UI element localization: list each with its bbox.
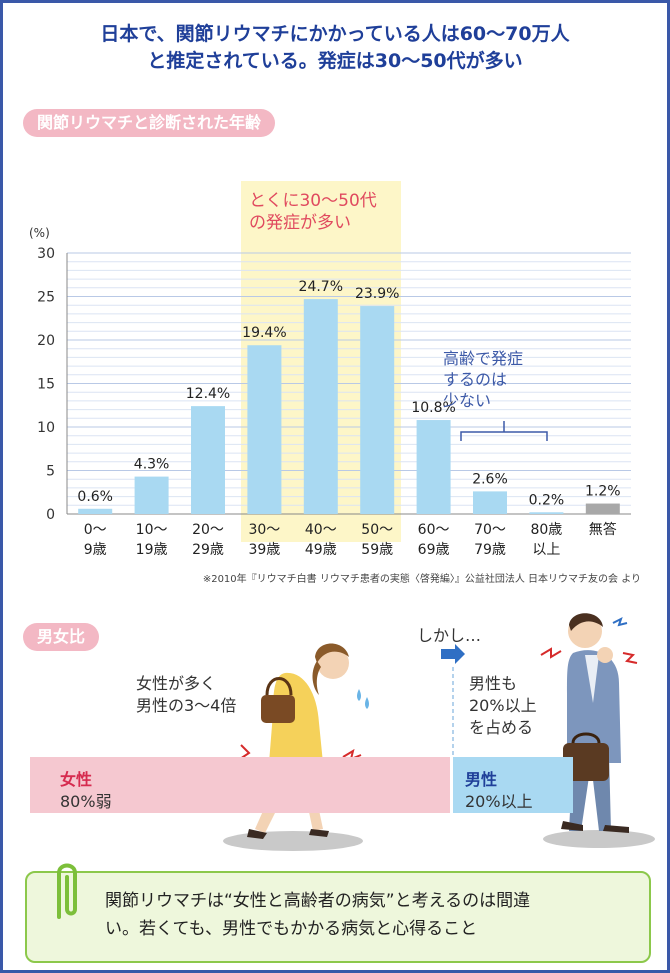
bar: [134, 476, 169, 514]
y-tick-label: 10: [37, 420, 55, 436]
male-note: 男性も 20%以上 を占める: [469, 673, 537, 739]
elderly-note: 高齢で発症 するのは 少ない: [443, 348, 523, 411]
x-tick-label: 20～: [192, 522, 224, 538]
section-title-gender: 男女比: [23, 623, 100, 651]
x-tick-label: 以上: [532, 542, 560, 558]
bar: [247, 345, 282, 514]
headline-line1: 日本で、関節リウマチにかかっている人は60～70万人: [100, 23, 570, 45]
male-note-line3: を占める: [469, 718, 534, 737]
bar: [529, 512, 564, 514]
y-tick-label: 20: [37, 333, 55, 349]
bar: [585, 503, 620, 514]
bar-value-label: 23.9%: [355, 286, 399, 302]
x-tick-label: 9歳: [84, 542, 107, 558]
bar: [78, 508, 113, 514]
x-tick-label: 30～: [248, 522, 280, 538]
female-note-line2: 男性の3～4倍: [136, 696, 237, 715]
elderly-note-line2: するのは: [443, 370, 508, 389]
bar-value-label: 2.6%: [472, 471, 508, 487]
x-tick-label: 0～: [84, 522, 107, 538]
y-tick-label: 5: [46, 464, 55, 480]
male-share-bar: 男性 20%以上: [453, 757, 573, 813]
bar-value-label: 12.4%: [186, 386, 230, 402]
conclusion-text: 関節リウマチは“女性と高齢者の病気”と考えるのは間違 い。若くても、男性でもかか…: [105, 887, 530, 943]
x-tick-label: 40～: [305, 522, 337, 538]
female-share-bar: 女性 80%弱: [30, 757, 450, 813]
bar-value-label: 0.2%: [529, 492, 565, 508]
x-tick-label: 無答: [589, 521, 617, 538]
x-tick-label: 79歳: [474, 542, 506, 558]
y-tick-label: 25: [37, 290, 55, 306]
male-value: 20%以上: [465, 792, 533, 811]
y-axis-label: (%): [29, 226, 50, 240]
however-arrow-icon: [441, 644, 465, 755]
x-tick-label: 60～: [418, 522, 450, 538]
however-text: しかし…: [417, 626, 482, 645]
x-tick-label: 10～: [136, 522, 168, 538]
conclusion-line1: 関節リウマチは“女性と高齢者の病気”と考えるのは間違: [105, 891, 531, 911]
bar-value-label: 0.6%: [77, 489, 113, 505]
paperclip-icon: [57, 863, 77, 919]
x-tick-label: 70～: [474, 522, 506, 538]
elderly-note-line1: 高齢で発症: [443, 349, 524, 368]
female-value: 80%弱: [60, 792, 112, 811]
age-bar-chart: 0.6% 4.3% 12.4% 19.4% 24.7% 23.9% 10.8% 2.6% 0.2…: [29, 181, 631, 558]
x-tick-label: 19歳: [136, 542, 168, 558]
conclusion-box: 関節リウマチは“女性と高齢者の病気”と考えるのは間違 い。若くても、男性でもかか…: [25, 863, 651, 963]
bar: [416, 420, 451, 514]
bar: [360, 306, 395, 514]
bar-value-label: 1.2%: [585, 484, 621, 500]
highlight-line2: の発症が多い: [249, 213, 351, 233]
man-illustration-icon: [540, 613, 655, 848]
x-tick-label: 50～: [361, 522, 393, 538]
bar-value-label: 10.8%: [411, 400, 455, 416]
x-tick-label: 29歳: [192, 542, 224, 558]
bar-value-label: 24.7%: [299, 279, 343, 295]
x-tick-label: 69歳: [418, 542, 450, 558]
female-label: 女性: [60, 770, 93, 789]
x-tick-label: 39歳: [248, 542, 280, 558]
highlight-line1: とくに30～50代: [249, 191, 377, 211]
x-tick-label: 49歳: [305, 542, 337, 558]
highlight-label: とくに30～50代 の発症が多い: [249, 190, 377, 234]
bar: [473, 491, 507, 514]
headline-line2: と推定されている。発症は30～50代が多い: [147, 50, 523, 72]
elderly-bracket: [460, 421, 548, 441]
section-title-age: 関節リウマチと診断された年齢: [23, 109, 276, 137]
bar-value-label: 19.4%: [242, 325, 286, 341]
bar-value-label: 4.3%: [134, 457, 170, 473]
x-tick-label: 80歳: [530, 522, 562, 538]
bar: [191, 406, 225, 514]
female-note-line1: 女性が多く: [136, 674, 217, 693]
y-tick-label: 0: [46, 507, 55, 523]
woman-illustration-icon: [223, 643, 369, 851]
bar: [303, 299, 338, 514]
headline: 日本で、関節リウマチにかかっている人は60～70万人 と推定されている。発症は3…: [3, 21, 667, 75]
female-note: 女性が多く 男性の3～4倍: [136, 673, 236, 717]
male-label: 男性: [465, 770, 498, 789]
source-note: ※2010年『リウマチ白書 リウマチ患者の実態〈啓発編〉』公益社団法人 日本リウ…: [202, 574, 641, 585]
elderly-note-line3: 少ない: [443, 391, 492, 410]
y-tick-label: 15: [37, 377, 55, 393]
y-tick-label: 30: [37, 246, 55, 262]
male-note-line1: 男性も: [469, 674, 518, 693]
male-note-line2: 20%以上: [469, 696, 537, 715]
conclusion-line2: い。若くても、男性でもかかる病気と心得ること: [105, 919, 478, 939]
x-tick-label: 59歳: [361, 542, 393, 558]
